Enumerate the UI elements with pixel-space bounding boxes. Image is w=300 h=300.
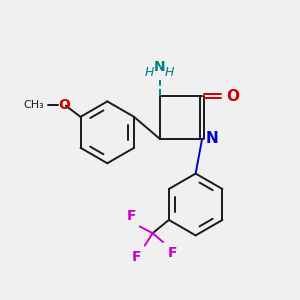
Text: F: F	[126, 209, 136, 224]
Text: F: F	[131, 250, 141, 264]
Text: O: O	[226, 89, 240, 104]
Text: N: N	[154, 60, 166, 74]
Text: F: F	[167, 246, 177, 260]
Text: O: O	[58, 98, 70, 112]
Text: H: H	[165, 66, 174, 79]
Text: CH₃: CH₃	[24, 100, 45, 110]
Text: H: H	[145, 66, 154, 79]
Text: N: N	[206, 131, 218, 146]
